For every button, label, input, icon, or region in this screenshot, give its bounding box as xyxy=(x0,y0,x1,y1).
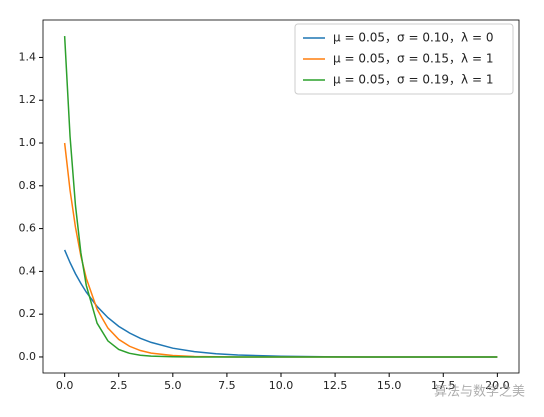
x-tick-label: 5.0 xyxy=(164,379,182,392)
y-tick-label: 0.8 xyxy=(19,179,37,192)
x-tick-label: 10.0 xyxy=(269,379,294,392)
y-tick-label: 0.0 xyxy=(19,350,37,363)
y-tick-label: 0.2 xyxy=(19,307,37,320)
legend-label: μ = 0.05，σ = 0.15，λ = 1 xyxy=(333,52,493,66)
legend-label: μ = 0.05，σ = 0.10，λ = 0 xyxy=(333,31,493,45)
y-tick-label: 1.0 xyxy=(19,136,37,149)
x-tick-label: 15.0 xyxy=(377,379,402,392)
y-tick-label: 1.4 xyxy=(19,50,37,63)
legend-box xyxy=(294,23,514,95)
line xyxy=(63,142,498,358)
y-tick-label: 0.6 xyxy=(19,222,37,235)
y-tick-label: 0.4 xyxy=(19,264,37,277)
x-tick-label: 20.0 xyxy=(485,379,510,392)
y-tick-label: 1.2 xyxy=(19,93,37,106)
x-tick-label: 2.5 xyxy=(110,379,128,392)
line xyxy=(63,249,498,358)
x-tick-label: 0.0 xyxy=(56,379,74,392)
x-tick-label: 7.5 xyxy=(218,379,236,392)
legend-label: μ = 0.05，σ = 0.19，λ = 1 xyxy=(333,73,493,87)
x-tick-label: 17.5 xyxy=(431,379,456,392)
line xyxy=(63,36,498,358)
watermark: 算法与数学之美 xyxy=(434,384,525,400)
x-tick-label: 12.5 xyxy=(323,379,348,392)
